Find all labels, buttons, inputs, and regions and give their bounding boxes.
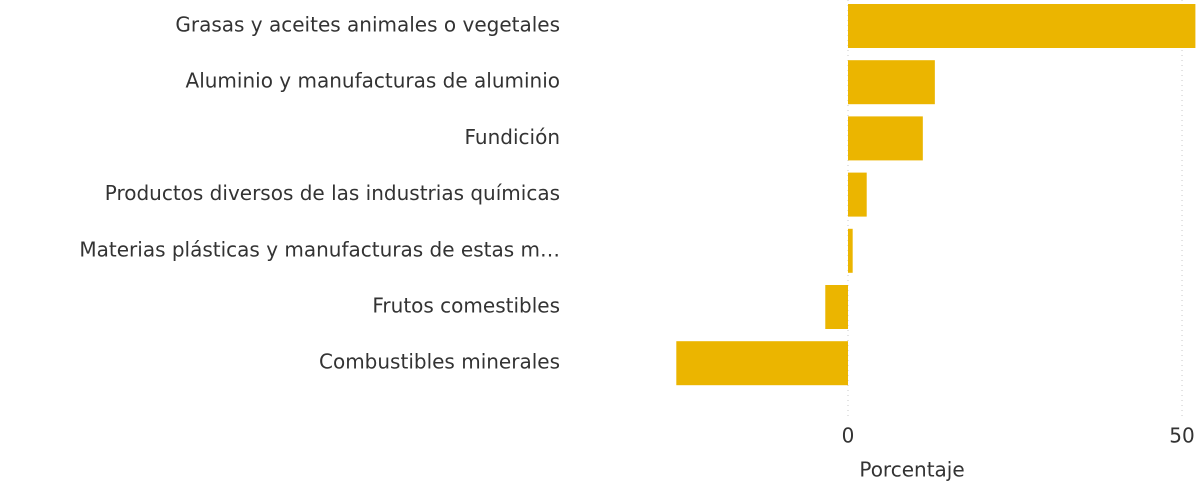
y-tick-label: Fundición [465,125,560,149]
bar [848,60,935,105]
x-tick-label: 50 [1169,424,1194,448]
bar [848,4,1196,48]
bar [848,172,867,217]
y-tick-label: Materias plásticas y manufacturas de est… [79,237,560,261]
y-tick-label: Productos diversos de las industrias quí… [105,181,560,205]
y-tick-label: Aluminio y manufacturas de aluminio [186,69,560,93]
y-tick-label: Grasas y aceites animales o vegetales [175,13,560,37]
y-tick-label: Frutos comestibles [372,294,560,318]
y-tick-label: Combustibles minerales [319,350,560,374]
bar [825,285,848,329]
bar [848,116,923,161]
bar [676,341,848,386]
x-tick-label: 0 [842,424,855,448]
bar [848,228,853,273]
x-axis-title: Porcentaje [859,458,964,482]
